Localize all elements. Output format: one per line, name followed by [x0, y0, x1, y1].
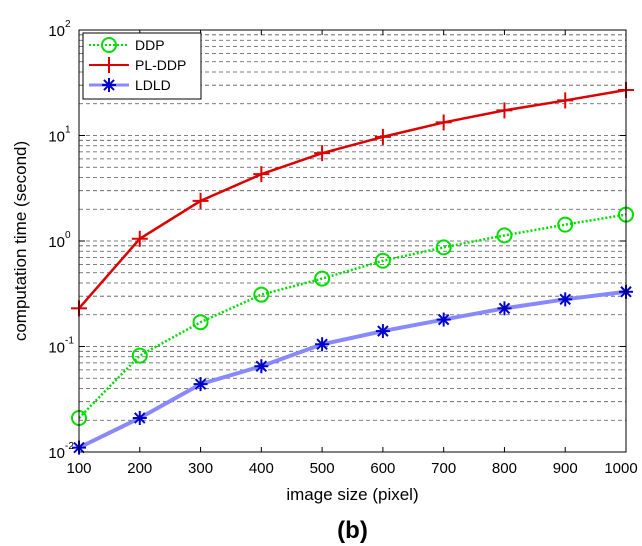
x-tick-label: 200: [127, 460, 152, 477]
data-point: [101, 37, 117, 53]
x-tick-label: 600: [370, 460, 395, 477]
y-tick-base: 10: [48, 23, 65, 40]
data-point: [192, 314, 209, 331]
x-tick-label: 1000: [604, 460, 637, 477]
y-axis-label: computation time (second): [11, 141, 30, 341]
series-lines: [78, 88, 627, 450]
x-tick-label: 100: [66, 460, 91, 477]
x-tick-label: 700: [431, 460, 456, 477]
data-point: [374, 252, 391, 269]
data-point: [192, 192, 209, 209]
y-tick-base: 10: [48, 340, 65, 357]
y-tick-exponent: 2: [65, 19, 71, 30]
data-point: [131, 230, 148, 247]
y-tick-exponent: 1: [65, 125, 71, 136]
data-point: [131, 347, 148, 364]
y-tick-label: 10 -1: [48, 336, 74, 357]
x-tick-label: 900: [553, 460, 578, 477]
legend-item: DDP: [89, 37, 165, 53]
y-tick-base: 10: [48, 234, 65, 251]
axis-ticks: [78, 29, 627, 453]
data-point: [253, 286, 270, 303]
data-point: [315, 337, 330, 352]
data-point: [435, 114, 452, 131]
series-line-ddp: [78, 213, 627, 419]
data-point: [557, 92, 574, 109]
data-point: [132, 411, 147, 426]
series-line-pl-ddp: [78, 88, 627, 310]
y-tick-exponent: -1: [65, 336, 74, 347]
data-point: [375, 324, 390, 339]
y-tick-label: 10 -2: [48, 441, 74, 462]
y-tick-label: 10 2: [48, 19, 71, 40]
legend-item: PL-DDP: [89, 57, 186, 73]
data-point: [314, 270, 331, 287]
x-axis-label: image size (pixel): [286, 485, 418, 504]
series-markers: [71, 81, 634, 455]
legend-item: LDLD: [89, 77, 171, 93]
legend-label: PL-DDP: [135, 57, 186, 73]
legend-label: LDLD: [135, 77, 171, 93]
data-point: [254, 359, 269, 374]
y-tick-exponent: 0: [65, 230, 71, 241]
data-point: [436, 312, 451, 327]
data-point: [496, 102, 513, 119]
x-tick-label: 500: [310, 460, 335, 477]
data-point: [496, 227, 513, 244]
series-line-ldld: [78, 289, 627, 450]
y-tick-base: 10: [48, 445, 65, 462]
y-tick-exponent: -2: [65, 441, 74, 452]
data-point: [253, 166, 270, 183]
y-tick-label: 10 0: [48, 230, 71, 251]
y-tick-label: 10 1: [48, 125, 71, 146]
data-point: [374, 128, 391, 145]
data-point: [497, 301, 512, 316]
data-point: [102, 78, 116, 92]
x-tick-label: 400: [249, 460, 274, 477]
data-point: [314, 145, 331, 162]
y-tick-base: 10: [48, 129, 65, 146]
data-point: [557, 216, 574, 233]
data-point: [558, 292, 573, 307]
legend-label: DDP: [135, 37, 165, 53]
data-point: [435, 239, 452, 256]
data-point: [193, 377, 208, 392]
x-tick-label: 800: [492, 460, 517, 477]
legend: DDP PL-DDP LDLD: [82, 32, 202, 100]
panel-label: (b): [337, 517, 368, 544]
x-tick-label: 300: [188, 460, 213, 477]
x-tick-labels: 100 200 300 400 500 600 700 800 900 1000: [66, 460, 637, 477]
data-point: [101, 57, 117, 73]
